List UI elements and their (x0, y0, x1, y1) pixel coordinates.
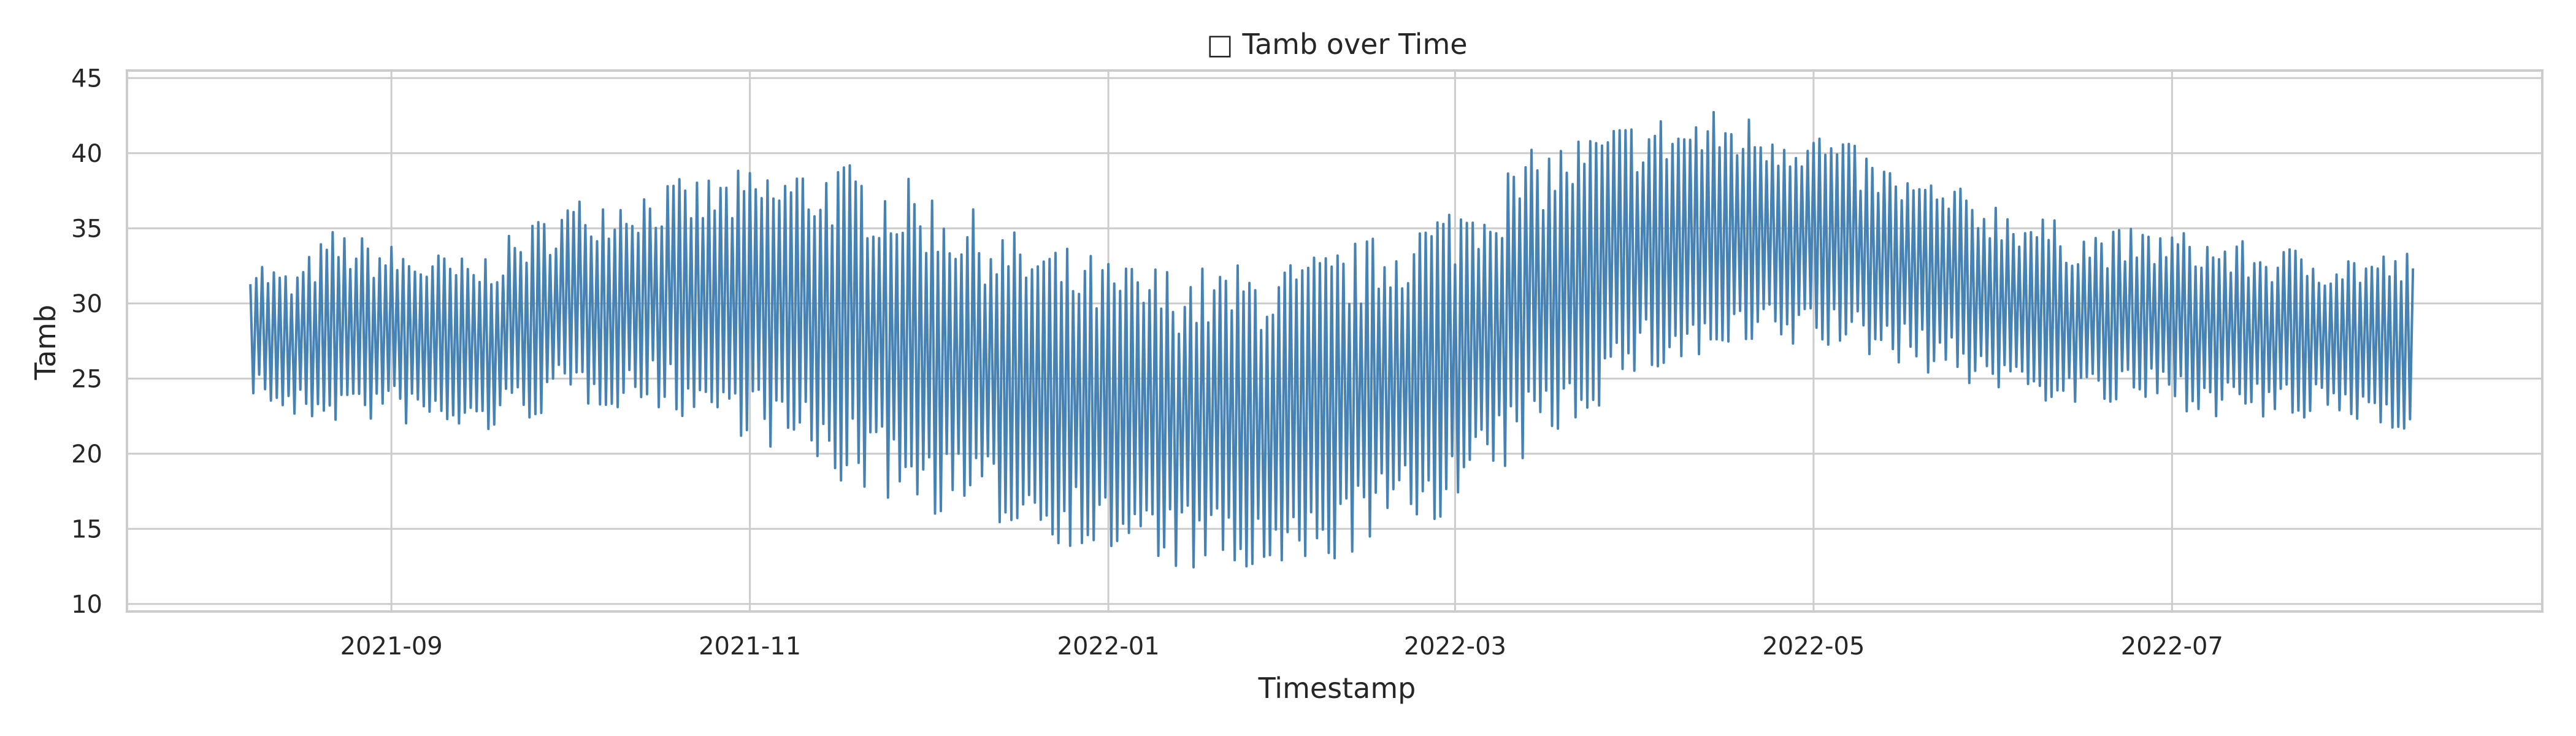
x-tick-label: 2022-05 (1762, 632, 1865, 661)
y-axis-label: Tamb (29, 305, 62, 381)
grid (127, 71, 2542, 611)
y-tick-label: 45 (71, 64, 102, 93)
x-tick-label: 2021-09 (340, 632, 443, 661)
x-axis-label: Timestamp (1258, 672, 1416, 705)
y-tick-label: 35 (71, 215, 102, 243)
y-tick-label: 40 (71, 140, 102, 168)
x-tick-label: 2022-03 (1404, 632, 1506, 661)
y-tick-label: 30 (71, 290, 102, 318)
y-tick-label: 15 (71, 515, 102, 543)
chart-title: □ Tamb over Time (1206, 28, 1467, 61)
data-series (249, 110, 2415, 569)
y-tick-label: 25 (71, 365, 102, 393)
x-tick-label: 2022-07 (2121, 632, 2223, 661)
x-tick-label: 2022-01 (1057, 632, 1160, 661)
y-tick-label: 20 (71, 440, 102, 469)
y-tick-label: 10 (71, 591, 102, 619)
x-axis: 2021-09 2021-11 2022-01 2022-03 2022-05 2022-… (340, 632, 2223, 661)
tamb-series-line (249, 110, 2415, 569)
plot-frame (126, 69, 2543, 613)
x-tick-label: 2021-11 (699, 632, 801, 661)
y-axis: 10 15 20 25 30 35 40 45 (71, 64, 102, 619)
